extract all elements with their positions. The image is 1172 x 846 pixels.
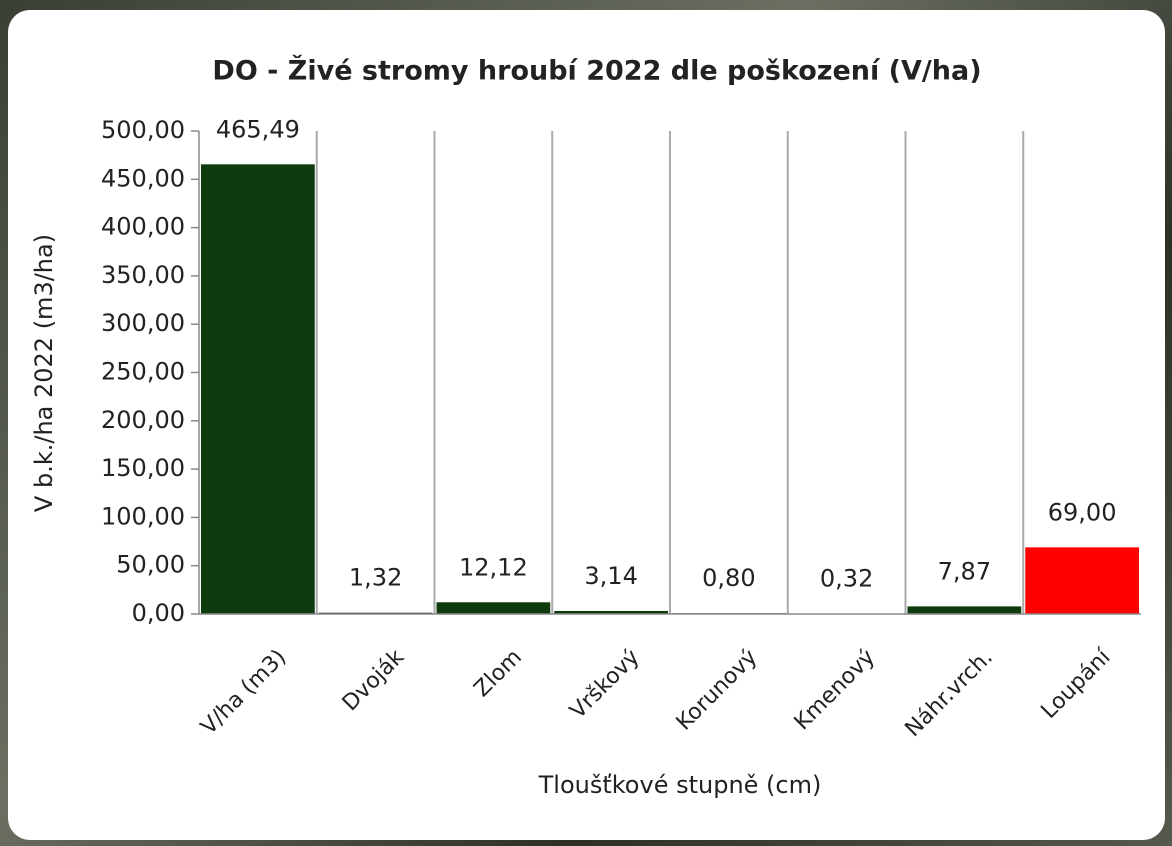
data-label: 0,80	[702, 564, 755, 592]
y-tick-label: 350,00	[101, 261, 185, 289]
chart: DO - Živé stromy hroubí 2022 dle poškoze…	[0, 0, 1172, 846]
y-tick-label: 500,00	[101, 116, 185, 144]
data-label: 465,49	[216, 115, 300, 143]
y-tick-label: 450,00	[101, 164, 185, 192]
y-tick-label: 150,00	[101, 454, 185, 482]
page: {"chart_data": {"type": "bar", "title": …	[0, 0, 1172, 846]
data-label: 7,87	[938, 557, 991, 585]
x-axis-title: Tloušťkové stupně (cm)	[538, 771, 822, 799]
y-axis-title: V b.k./ha 2022 (m3/ha)	[30, 234, 58, 512]
bar	[437, 602, 551, 614]
bar	[1025, 547, 1139, 614]
y-tick-label: 200,00	[101, 406, 185, 434]
data-label: 69,00	[1048, 498, 1117, 526]
data-label: 12,12	[459, 553, 528, 581]
y-tick-label: 50,00	[116, 551, 185, 579]
data-label: 0,32	[820, 565, 873, 593]
y-tick-label: 100,00	[101, 502, 185, 530]
data-label: 1,32	[349, 564, 402, 592]
y-tick-label: 250,00	[101, 358, 185, 386]
y-tick-label: 0,00	[132, 599, 185, 627]
data-label: 3,14	[584, 562, 637, 590]
chart-title: DO - Živé stromy hroubí 2022 dle poškoze…	[212, 55, 981, 87]
bar	[201, 164, 315, 614]
y-tick-label: 300,00	[101, 309, 185, 337]
y-tick-label: 400,00	[101, 213, 185, 241]
bar	[908, 606, 1022, 614]
